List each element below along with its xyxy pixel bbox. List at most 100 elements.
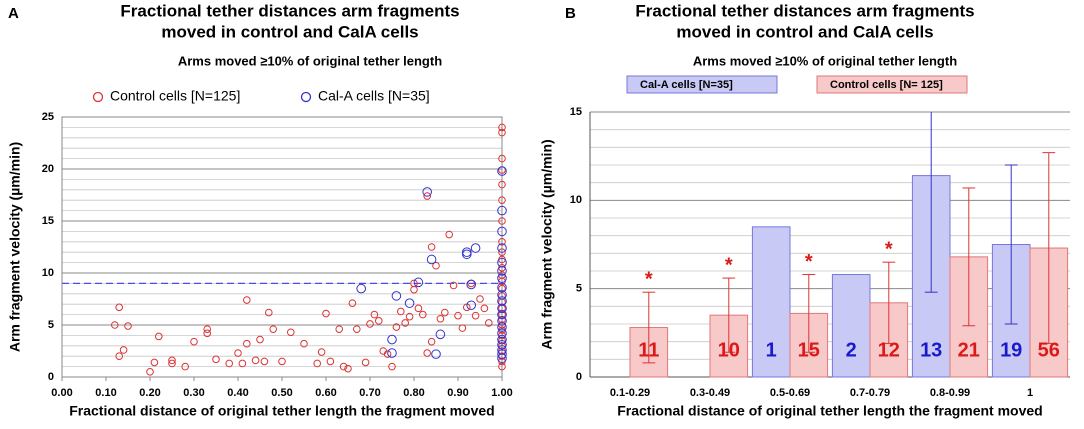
point [431,349,441,359]
point [497,166,507,176]
point [419,310,427,319]
point [115,352,123,361]
x-tick-label: 0.50 [271,387,292,399]
point [422,187,433,197]
point [181,362,189,371]
point [313,359,322,368]
point [392,323,401,331]
point [423,192,432,200]
point [497,353,507,364]
point [497,205,507,216]
legend-marker [300,91,312,103]
point [497,243,507,253]
plot-frame [61,116,503,378]
point [441,308,449,317]
point [497,290,507,300]
significance-mark: * [805,251,813,273]
point [498,217,506,225]
x-tick-label: 0.90 [447,387,468,399]
significance-mark: * [885,238,893,260]
point [238,359,247,368]
point [322,309,330,318]
point [203,325,211,333]
point [234,349,242,357]
subtitle: Arms moved ≥10% of original tether lengt… [178,53,442,68]
count-label: 13 [920,339,942,361]
panel-label: A [8,5,19,22]
point [410,285,418,294]
point [445,230,454,239]
point [497,296,507,306]
chart-title: Fractional tether distances arm fragment… [120,1,459,20]
plot-area [629,112,1069,378]
y-axis-label: Arm fragment velocity (µm/min) [539,139,555,349]
point [498,238,506,246]
chart-title: moved in control and CalA cells [676,22,933,41]
chart-title: Fractional tether distances arm fragment… [635,1,974,20]
point [462,249,472,260]
point [498,123,506,132]
point [497,309,507,320]
point [265,308,273,317]
point [432,261,440,270]
point [387,334,397,345]
point [391,291,402,301]
y-tick-label: 5 [48,319,54,331]
point [470,243,481,253]
point [370,310,379,319]
x-axis-label: Fractional distance of original tether l… [617,403,1043,419]
point [458,324,467,332]
chart-title: moved in control and CalA cells [161,22,418,41]
point [414,304,423,313]
point [405,312,414,321]
y-tick-label: 15 [570,106,582,118]
x-tick-label: 0.1-0.29 [610,387,650,399]
point [435,329,446,340]
point [497,339,507,350]
count-label: 19 [1000,339,1022,361]
point [497,226,507,237]
y-tick-label: 10 [570,194,582,206]
point [256,335,264,344]
subtitle: Arms moved ≥10% of original tether lengt… [693,53,957,68]
count-label: 21 [958,339,980,361]
point [317,348,326,356]
point [119,346,128,354]
point [269,325,278,333]
count-label: 1 [766,339,777,361]
point [155,332,163,341]
point [366,320,374,328]
point [485,319,493,327]
point [356,283,367,294]
point [498,196,506,204]
x-tick-label: 0.3-0.49 [690,387,730,399]
legend-label: Cal-A cells [N=35] [640,79,733,91]
point [124,322,132,330]
point [427,243,436,251]
point [497,349,507,359]
y-tick-label: 10 [42,267,54,279]
x-tick-label: 0.00 [51,387,72,399]
point [436,314,445,323]
point [383,350,392,358]
legend-label: Control cells [N=125] [110,88,240,104]
y-axis-label: Arm fragment velocity (µm/min) [7,142,23,352]
point [466,279,477,290]
y-tick-label: 5 [576,283,582,295]
legend-marker [92,91,104,103]
point [146,368,154,376]
point [243,339,251,348]
point [427,337,436,346]
point [497,322,507,332]
x-tick-label: 0.80 [403,387,424,399]
point [190,337,198,346]
point [388,362,396,371]
point [397,307,405,316]
point [401,319,410,327]
point [203,329,211,338]
point [498,362,506,371]
point [498,331,506,340]
point [260,357,269,366]
point [476,295,484,303]
point [449,281,458,290]
